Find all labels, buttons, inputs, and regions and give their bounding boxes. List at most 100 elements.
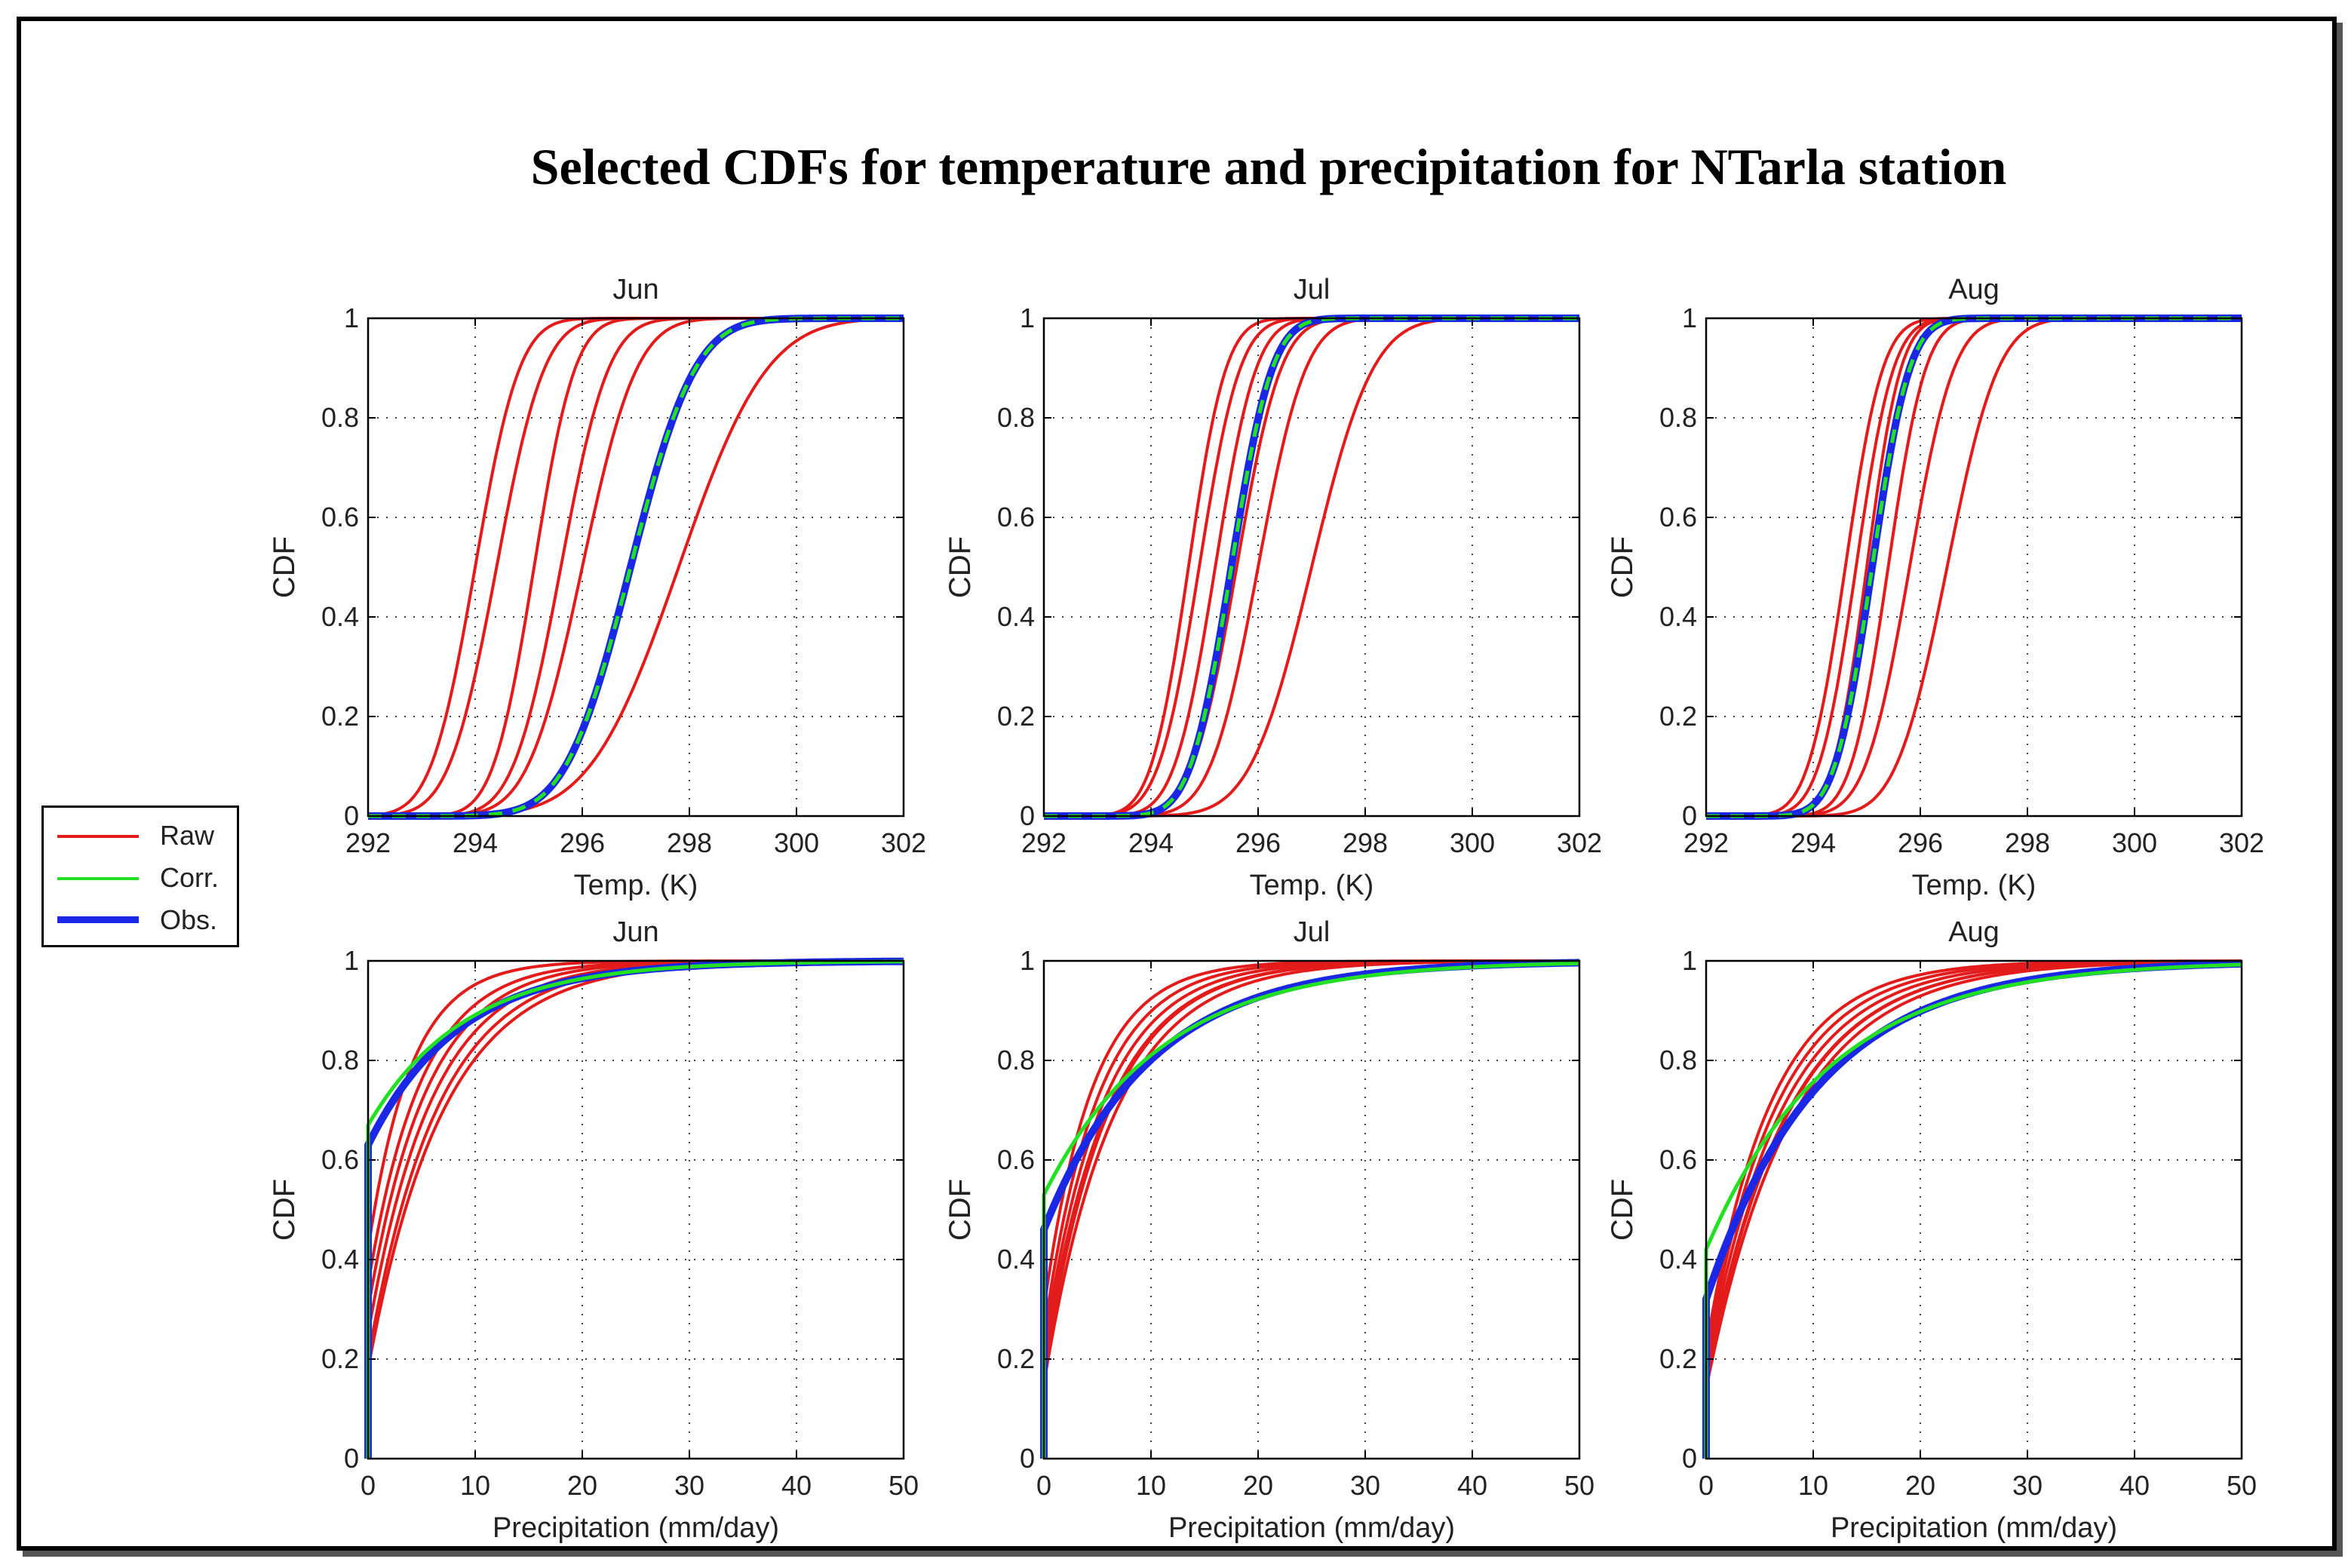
subplot-4-ytick-label: 0.4 <box>321 1244 359 1275</box>
subplot-2-ylabel: CDF <box>944 536 977 598</box>
subplot-2: 292 294 296 298 300 302 0 0.2 0.4 0.6 0.8 1 Jul Temp.… <box>944 274 1602 901</box>
subplot-1-ytick-label: 0 <box>344 800 359 831</box>
subplot-4-title: Jun <box>612 916 658 948</box>
subplot-5-corr-curve <box>1042 961 1580 1459</box>
subplot-3-ytick-label: 0 <box>1682 800 1697 831</box>
subplot-5-ytick-label: 0.6 <box>997 1144 1035 1175</box>
subplot-4-ytick-label: 0.6 <box>321 1144 359 1175</box>
subplot-3-xtick-label: 302 <box>2219 827 2264 858</box>
subplot-2-xtick-label: 300 <box>1450 827 1495 858</box>
subplot-3-ytick-label: 0.6 <box>1659 502 1697 532</box>
subplot-5-title: Jul <box>1294 916 1330 948</box>
subplot-4: 0 10 20 30 40 50 0 0.2 0.4 0.6 0.8 1 Jun Precipitatio… <box>268 916 919 1544</box>
subplot-3-ytick-label: 1 <box>1682 302 1697 333</box>
subplot-4-xtick-label: 50 <box>889 1470 919 1501</box>
subplot-5-xtick-label: 50 <box>1564 1470 1594 1501</box>
subplot-2-xtick-label: 294 <box>1128 827 1174 858</box>
subplot-6-ytick-label: 0.2 <box>1659 1343 1697 1374</box>
subplot-1: 292 294 296 298 300 302 0 0.2 0.4 0.6 0.8 1 Jun Temp.… <box>268 274 926 901</box>
subplot-2-axes-border <box>1042 317 1581 818</box>
subplot-1-axes-border <box>367 317 905 818</box>
subplot-6-title: Aug <box>1948 916 2000 948</box>
subplot-2-ytick-label: 0.2 <box>997 701 1035 732</box>
subplot-2-ytick-label: 1 <box>1020 302 1035 333</box>
subplot-4-corr-curve <box>366 959 904 1459</box>
subplot-1-xtick-label: 298 <box>667 827 712 858</box>
subplot-1-xtick-label: 300 <box>774 827 819 858</box>
subplot-2-xtick-label: 292 <box>1021 827 1067 858</box>
subplot-1-ylabel: CDF <box>268 536 301 598</box>
subplot-2-title: Jul <box>1294 274 1330 305</box>
legend-swatch-obs <box>57 916 139 923</box>
subplot-4-xlabel: Precipitation (mm/day) <box>493 1512 779 1544</box>
legend-item-raw: Raw <box>54 817 235 855</box>
subplot-3-xtick-label: 294 <box>1791 827 1836 858</box>
subplot-5-xtick-label: 30 <box>1350 1470 1380 1501</box>
legend-swatch-raw <box>57 835 139 838</box>
subplot-3-xtick-label: 300 <box>2112 827 2157 858</box>
subplot-1-ytick-label: 1 <box>344 302 359 333</box>
subplot-1-ytick-label: 0.2 <box>321 701 359 732</box>
legend: Raw Corr. Obs. <box>41 805 239 947</box>
subplot-5-axes-area <box>1044 961 1579 1459</box>
subplot-6-ytick-label: 0.6 <box>1659 1144 1697 1175</box>
subplot-6-xtick-label: 10 <box>1798 1470 1828 1501</box>
subplot-5-ylabel: CDF <box>944 1179 977 1241</box>
legend-item-obs: Obs. <box>54 901 235 939</box>
subplot-4-xtick-label: 20 <box>567 1470 597 1501</box>
subplot-2-xtick-label: 296 <box>1235 827 1281 858</box>
subplot-2-xtick-label: 298 <box>1343 827 1388 858</box>
subplot-4-xtick-label: 30 <box>674 1470 704 1501</box>
subplot-3-xtick-label: 298 <box>2005 827 2050 858</box>
subplot-6-xtick-label: 0 <box>1699 1470 1714 1501</box>
subplot-5-xlabel: Precipitation (mm/day) <box>1168 1512 1455 1544</box>
subplot-2-ytick-label: 0.6 <box>997 502 1035 532</box>
subplot-6-ytick-label: 0.8 <box>1659 1045 1697 1076</box>
subplot-5-xtick-label: 40 <box>1457 1470 1487 1501</box>
subplot-4-xtick-label: 10 <box>460 1470 490 1501</box>
subplot-3-ytick-label: 0.2 <box>1659 701 1697 732</box>
subplot-6-ytick-label: 1 <box>1682 945 1697 976</box>
subplot-6-xtick-label: 40 <box>2119 1470 2150 1501</box>
subplot-3-ylabel: CDF <box>1606 536 1639 598</box>
subplot-3-ytick-label: 0.8 <box>1659 402 1697 433</box>
subplot-2-ytick-label: 0.4 <box>997 601 1035 632</box>
subplot-5-ytick-label: 0 <box>1020 1443 1035 1474</box>
legend-label-corr: Corr. <box>160 862 219 893</box>
subplot-1-xtick-label: 292 <box>345 827 391 858</box>
subplot-6-xlabel: Precipitation (mm/day) <box>1831 1512 2117 1544</box>
subplot-1-xtick-label: 302 <box>881 827 926 858</box>
subplot-3-title: Aug <box>1948 274 2000 305</box>
subplot-2-xtick-label: 302 <box>1557 827 1602 858</box>
subplot-6-xtick-label: 20 <box>1905 1470 1935 1501</box>
legend-item-corr: Corr. <box>54 859 235 897</box>
subplot-1-ytick-label: 0.4 <box>321 601 359 632</box>
subplot-6-axes-area <box>1706 961 2242 1459</box>
subplot-4-xtick-label: 40 <box>781 1470 812 1501</box>
legend-label-raw: Raw <box>160 820 215 851</box>
legend-swatch-corr <box>57 877 139 880</box>
subplot-4-ytick-label: 0.8 <box>321 1045 359 1076</box>
subplot-6-corr-curve <box>1704 962 2242 1459</box>
subplot-6-axes-border <box>1705 959 2243 1460</box>
subplot-6: 0 10 20 30 40 50 0 0.2 0.4 0.6 0.8 1 Aug Precipitatio… <box>1606 916 2257 1544</box>
subplot-4-ytick-label: 0.2 <box>321 1343 359 1374</box>
subplot-3-xlabel: Temp. (K) <box>1912 870 2036 901</box>
subplot-3-xtick-label: 292 <box>1683 827 1729 858</box>
subplot-1-axes-area <box>368 318 904 816</box>
figure-title: Selected CDFs for temperature and precip… <box>530 138 2007 195</box>
subplot-5-ytick-label: 0.2 <box>997 1343 1035 1374</box>
subplot-5-ytick-label: 1 <box>1020 945 1035 976</box>
subplot-4-axes-area <box>368 961 904 1459</box>
subplot-4-ylabel: CDF <box>268 1179 301 1241</box>
subplot-6-ylabel: CDF <box>1606 1179 1639 1241</box>
subplot-5-xtick-label: 0 <box>1036 1470 1051 1501</box>
subplot-4-xtick-label: 0 <box>361 1470 376 1501</box>
subplot-1-ytick-label: 0.8 <box>321 402 359 433</box>
subplot-6-xtick-label: 50 <box>2227 1470 2257 1501</box>
subplot-4-ytick-label: 0 <box>344 1443 359 1474</box>
subplot-3-ytick-label: 0.4 <box>1659 601 1697 632</box>
subplot-3-axes-area <box>1706 318 2242 816</box>
subplot-5-axes-border <box>1042 959 1581 1460</box>
